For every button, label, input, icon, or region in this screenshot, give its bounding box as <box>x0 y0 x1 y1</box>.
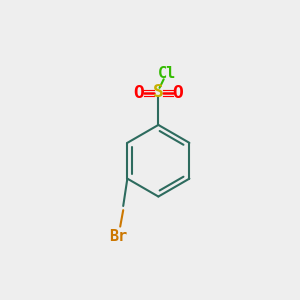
Text: O: O <box>134 84 144 102</box>
Text: S: S <box>153 83 164 101</box>
Text: Cl: Cl <box>158 67 176 82</box>
Text: O: O <box>172 84 183 102</box>
Text: Br: Br <box>109 229 127 244</box>
